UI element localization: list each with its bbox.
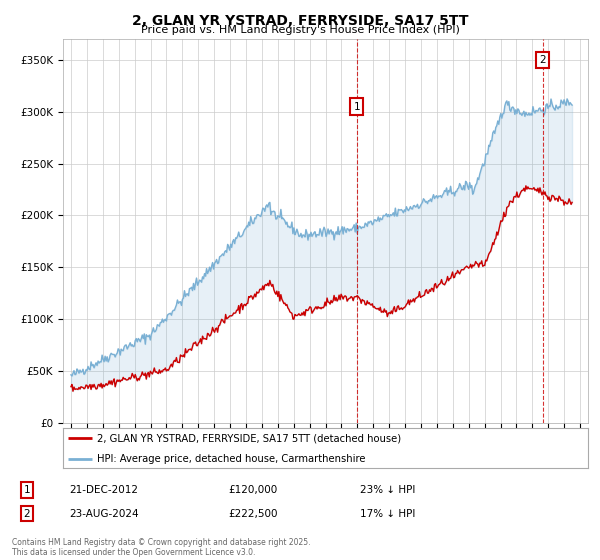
Text: 23% ↓ HPI: 23% ↓ HPI — [360, 485, 415, 495]
Text: 2, GLAN YR YSTRAD, FERRYSIDE, SA17 5TT (detached house): 2, GLAN YR YSTRAD, FERRYSIDE, SA17 5TT (… — [97, 433, 401, 443]
Text: 17% ↓ HPI: 17% ↓ HPI — [360, 508, 415, 519]
Text: 23-AUG-2024: 23-AUG-2024 — [69, 508, 139, 519]
Text: £120,000: £120,000 — [228, 485, 277, 495]
Text: 1: 1 — [353, 101, 360, 111]
Text: 2: 2 — [23, 508, 31, 519]
Text: HPI: Average price, detached house, Carmarthenshire: HPI: Average price, detached house, Carm… — [97, 454, 365, 464]
Text: 21-DEC-2012: 21-DEC-2012 — [69, 485, 138, 495]
Text: £222,500: £222,500 — [228, 508, 277, 519]
Text: 2, GLAN YR YSTRAD, FERRYSIDE, SA17 5TT: 2, GLAN YR YSTRAD, FERRYSIDE, SA17 5TT — [132, 14, 468, 28]
Text: Contains HM Land Registry data © Crown copyright and database right 2025.
This d: Contains HM Land Registry data © Crown c… — [12, 538, 311, 557]
Text: 2: 2 — [539, 55, 546, 65]
Text: 1: 1 — [23, 485, 31, 495]
Text: Price paid vs. HM Land Registry's House Price Index (HPI): Price paid vs. HM Land Registry's House … — [140, 25, 460, 35]
